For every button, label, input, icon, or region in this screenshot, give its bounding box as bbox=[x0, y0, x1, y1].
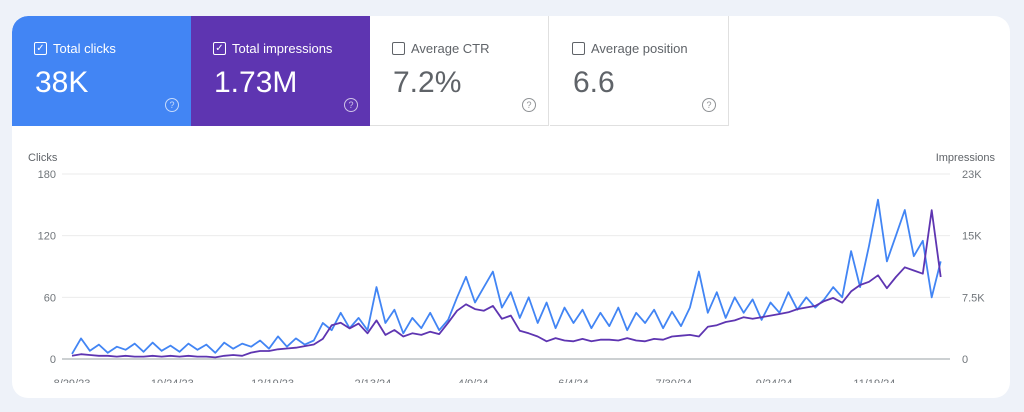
metric-label: Average CTR bbox=[411, 41, 490, 56]
metric-tile-total-impressions[interactable]: ✓ Total impressions 1.73M ? bbox=[191, 16, 370, 126]
x-tick-label: 4/9/24 bbox=[458, 378, 489, 390]
y-tick-label-right: 0 bbox=[962, 354, 968, 366]
x-tick-label: 6/4/24 bbox=[558, 378, 589, 390]
x-tick-label: 9/24/24 bbox=[756, 378, 793, 390]
help-icon[interactable]: ? bbox=[165, 98, 179, 112]
metric-tile-average-ctr[interactable]: Average CTR 7.2% ? bbox=[370, 16, 549, 126]
y-axis-title-right: Impressions bbox=[936, 152, 996, 164]
y-tick-label-right: 15K bbox=[962, 231, 982, 243]
help-icon[interactable]: ? bbox=[522, 98, 536, 112]
metric-tile-average-position[interactable]: Average position 6.6 ? bbox=[550, 16, 729, 126]
help-icon[interactable]: ? bbox=[702, 98, 716, 112]
x-tick-label: 8/29/23 bbox=[54, 378, 91, 390]
y-axis-title-left: Clicks bbox=[28, 152, 58, 164]
y-tick-label-right: 23K bbox=[962, 169, 982, 181]
x-tick-label: 7/30/24 bbox=[655, 378, 692, 390]
performance-chart: Clicks Impressions 0 0 60 7.5K 120 15K 180 23K 8… bbox=[28, 152, 996, 390]
y-tick-label-left: 180 bbox=[38, 169, 56, 181]
checkbox-checked-icon[interactable]: ✓ bbox=[213, 42, 226, 55]
x-tick-label: 11/19/24 bbox=[853, 378, 895, 390]
metric-value: 7.2% bbox=[393, 66, 462, 99]
y-tick-label-left: 120 bbox=[38, 231, 56, 243]
metric-value: 6.6 bbox=[573, 66, 615, 99]
series-line-impressions bbox=[71, 209, 942, 359]
checkbox-unchecked-icon[interactable] bbox=[572, 42, 585, 55]
checkbox-unchecked-icon[interactable] bbox=[392, 42, 405, 55]
metric-value: 1.73M bbox=[214, 66, 298, 99]
y-tick-label-left: 60 bbox=[44, 292, 56, 304]
help-icon[interactable]: ? bbox=[344, 98, 358, 112]
checkbox-checked-icon[interactable]: ✓ bbox=[34, 42, 47, 55]
metric-tile-total-clicks[interactable]: ✓ Total clicks 38K ? bbox=[12, 16, 191, 126]
metric-value: 38K bbox=[35, 66, 89, 99]
series-line-clicks bbox=[71, 198, 942, 355]
metric-label: Total clicks bbox=[53, 41, 116, 56]
x-tick-label: 12/19/23 bbox=[251, 378, 294, 390]
metric-label: Average position bbox=[591, 41, 688, 56]
x-tick-label: 10/24/23 bbox=[151, 378, 194, 390]
x-tick-label: 2/13/24 bbox=[355, 378, 392, 390]
y-tick-label-left: 0 bbox=[50, 354, 56, 366]
metric-label: Total impressions bbox=[232, 41, 333, 56]
y-tick-label-right: 7.5K bbox=[962, 292, 985, 304]
performance-card: ✓ Total clicks 38K ? ✓ Total impressions 1… bbox=[12, 16, 1010, 398]
